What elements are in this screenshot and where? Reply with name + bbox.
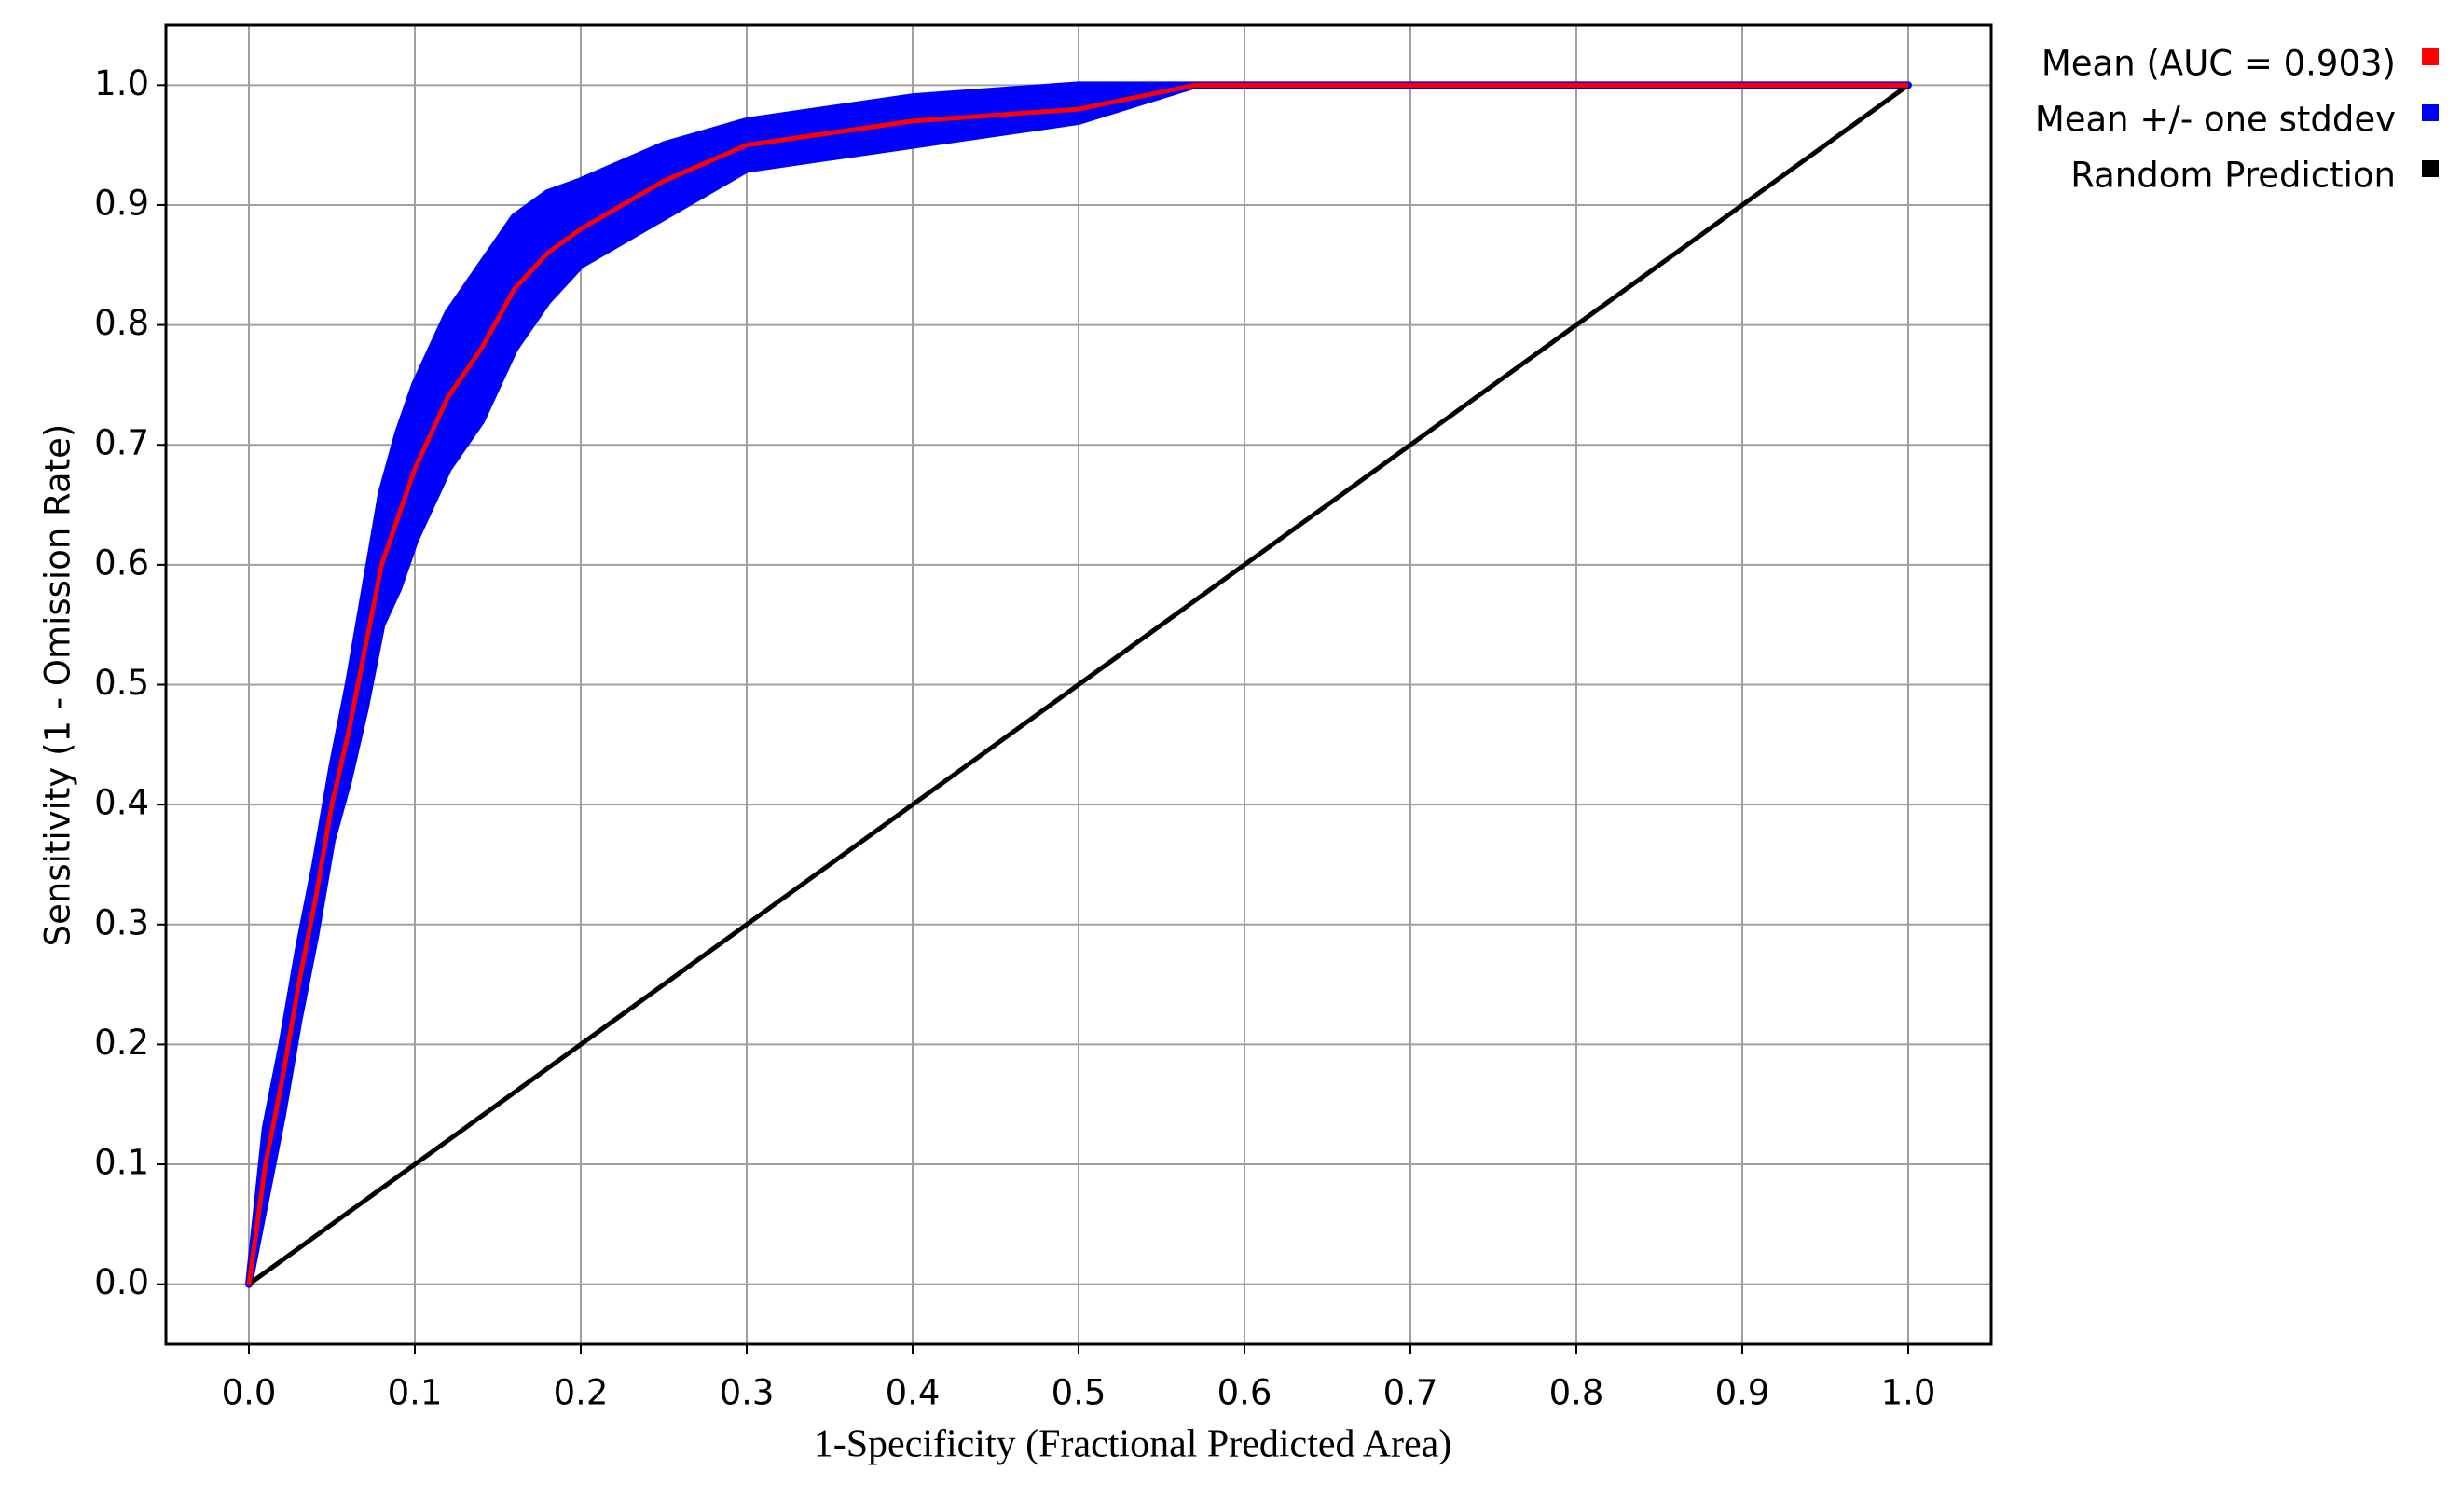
y-tick-label: 0.9 [94, 183, 149, 223]
y-tick-label: 0.8 [94, 303, 149, 343]
y-axis-label: Sensitivity (1 - Omission Rate) [38, 424, 78, 947]
x-tick-label: 0.3 [720, 1373, 775, 1413]
y-tick-label: 0.3 [94, 902, 149, 942]
x-tick-label: 1.0 [1881, 1373, 1936, 1413]
y-tick-label: 0.2 [94, 1023, 149, 1063]
legend-label: Mean +/- one stddev [2035, 100, 2396, 140]
x-tick-label: 0.7 [1383, 1373, 1438, 1413]
series-line [246, 82, 1908, 1285]
y-tick-label: 0.4 [94, 783, 149, 823]
x-axis-label: 1-Specificity (Fractional Predicted Area… [814, 1423, 1452, 1466]
y-tick-label: 0.7 [94, 423, 149, 463]
x-tick-label: 0.5 [1052, 1373, 1107, 1413]
y-tick-label: 1.0 [94, 63, 149, 103]
legend-swatch [2422, 104, 2439, 121]
y-tick-label: 0.6 [94, 543, 149, 583]
x-tick-label: 0.2 [554, 1373, 609, 1413]
legend-label: Mean (AUC = 0.903) [2042, 44, 2396, 84]
y-tick-label: 0.5 [94, 663, 149, 703]
x-tick-label: 0.6 [1217, 1373, 1272, 1413]
series-line [247, 83, 1910, 1286]
legend-swatch [2422, 160, 2439, 177]
plot-frame [164, 23, 1993, 1346]
x-tick-label: 0.8 [1549, 1373, 1604, 1413]
x-tick-label: 0.4 [886, 1373, 941, 1413]
x-tick-label: 0.1 [388, 1373, 443, 1413]
legend-swatch [2422, 48, 2439, 65]
legend-label: Random Prediction [2070, 156, 2396, 196]
y-tick-label: 0.1 [94, 1143, 149, 1183]
x-tick-label: 0.0 [222, 1373, 277, 1413]
y-tick-label: 0.0 [94, 1262, 149, 1302]
x-tick-label: 0.9 [1715, 1373, 1770, 1413]
